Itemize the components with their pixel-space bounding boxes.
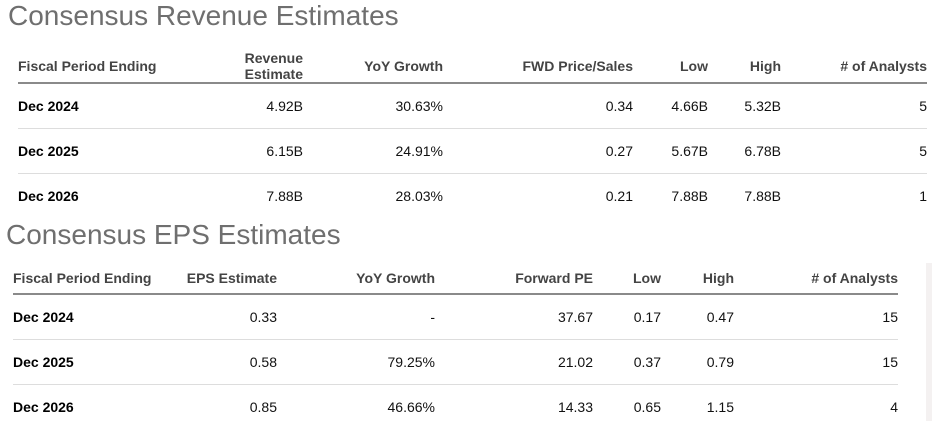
side-panel-edge xyxy=(926,263,932,421)
cell: 28.03% xyxy=(303,174,443,219)
column-header[interactable]: EPS Estimate xyxy=(180,263,277,294)
cell: 14.33 xyxy=(435,385,593,429)
cell: 7.88B xyxy=(708,174,781,219)
cell: Dec 2025 xyxy=(13,340,180,385)
column-header[interactable]: # of Analysts xyxy=(734,263,898,294)
cell: 30.63% xyxy=(303,83,443,129)
cell: 4.92B xyxy=(183,83,303,129)
cell: 0.37 xyxy=(593,340,661,385)
eps-estimates-table: Fiscal Period Ending EPS Estimate YoY Gr… xyxy=(13,263,898,429)
revenue-section-title: Consensus Revenue Estimates xyxy=(8,0,399,32)
column-header[interactable]: FWD Price/Sales xyxy=(443,50,633,83)
cell: Dec 2026 xyxy=(13,385,180,429)
cell: 37.67 xyxy=(435,294,593,340)
cell: 0.65 xyxy=(593,385,661,429)
cell: Dec 2025 xyxy=(18,129,183,174)
cell: 21.02 xyxy=(435,340,593,385)
column-header[interactable]: Fiscal Period Ending xyxy=(13,263,180,294)
cell: 46.66% xyxy=(277,385,435,429)
cell: 4 xyxy=(734,385,898,429)
cell: 5.32B xyxy=(708,83,781,129)
column-header[interactable]: YoY Growth xyxy=(277,263,435,294)
cell: 4.66B xyxy=(633,83,708,129)
revenue-estimates-table: Fiscal Period Ending Revenue Estimate Yo… xyxy=(18,50,927,218)
cell: 0.34 xyxy=(443,83,633,129)
cell: 7.88B xyxy=(633,174,708,219)
cell: 6.78B xyxy=(708,129,781,174)
cell: 5 xyxy=(781,129,927,174)
column-header[interactable]: Low xyxy=(633,50,708,83)
cell: 6.15B xyxy=(183,129,303,174)
cell: 5 xyxy=(781,83,927,129)
column-header[interactable]: Fiscal Period Ending xyxy=(18,50,183,83)
cell: 0.33 xyxy=(180,294,277,340)
column-header[interactable]: High xyxy=(661,263,734,294)
cell: 24.91% xyxy=(303,129,443,174)
cell: 15 xyxy=(734,340,898,385)
cell: 1 xyxy=(781,174,927,219)
column-header[interactable]: Revenue Estimate xyxy=(183,50,303,83)
column-header[interactable]: # of Analysts xyxy=(781,50,927,83)
cell: 0.85 xyxy=(180,385,277,429)
cell: 7.88B xyxy=(183,174,303,219)
cell: Dec 2026 xyxy=(18,174,183,219)
eps-section-title: Consensus EPS Estimates xyxy=(6,219,341,251)
cell: 79.25% xyxy=(277,340,435,385)
cell: 5.67B xyxy=(633,129,708,174)
cell: 0.17 xyxy=(593,294,661,340)
column-header[interactable]: High xyxy=(708,50,781,83)
cell: 0.21 xyxy=(443,174,633,219)
cell: 0.47 xyxy=(661,294,734,340)
cell: - xyxy=(277,294,435,340)
table-header-row: Fiscal Period Ending Revenue Estimate Yo… xyxy=(18,50,927,83)
cell: 15 xyxy=(734,294,898,340)
column-header[interactable]: Low xyxy=(593,263,661,294)
table-header-row: Fiscal Period Ending EPS Estimate YoY Gr… xyxy=(13,263,898,294)
cell: 0.27 xyxy=(443,129,633,174)
column-header[interactable]: YoY Growth xyxy=(303,50,443,83)
cell: Dec 2024 xyxy=(18,83,183,129)
cell: 1.15 xyxy=(661,385,734,429)
cell: 0.58 xyxy=(180,340,277,385)
column-header[interactable]: Forward PE xyxy=(435,263,593,294)
cell: Dec 2024 xyxy=(13,294,180,340)
cell: 0.79 xyxy=(661,340,734,385)
